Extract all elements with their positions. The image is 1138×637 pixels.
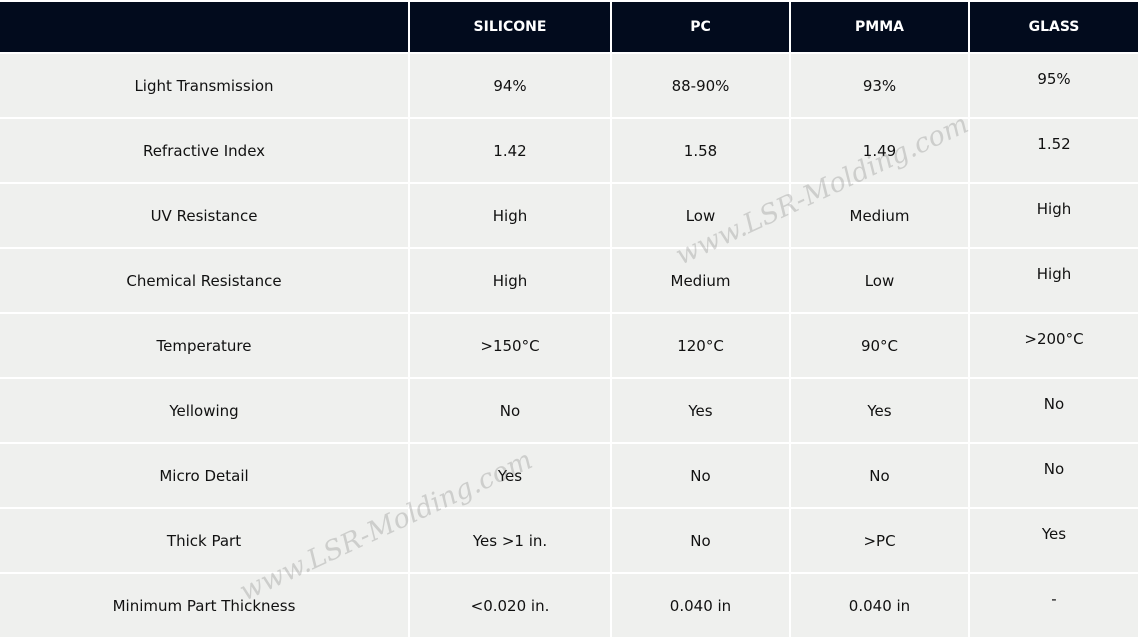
table-cell: High	[970, 184, 1138, 247]
table-cell: 95%	[970, 54, 1138, 117]
header-corner	[0, 2, 408, 52]
row-label: Thick Part	[0, 509, 408, 572]
table-cell: No	[970, 444, 1138, 507]
row-label: UV Resistance	[0, 184, 408, 247]
table-cell: Yes	[410, 444, 610, 507]
table-cell: Yes	[612, 379, 789, 442]
table-cell: >200°C	[970, 314, 1138, 377]
table-cell: Low	[791, 249, 968, 312]
table-cell: Medium	[612, 249, 789, 312]
table-cell: No	[410, 379, 610, 442]
column-header: PC	[612, 2, 789, 52]
table-cell: -	[970, 574, 1138, 637]
row-label: Light Transmission	[0, 54, 408, 117]
table-cell: >150°C	[410, 314, 610, 377]
table-cell: 1.49	[791, 119, 968, 182]
row-label: Yellowing	[0, 379, 408, 442]
table-cell: Medium	[791, 184, 968, 247]
column-header: GLASS	[970, 2, 1138, 52]
table-cell: <0.020 in.	[410, 574, 610, 637]
table-cell: Yes	[791, 379, 968, 442]
table-cell: >PC	[791, 509, 968, 572]
table-cell: No	[970, 379, 1138, 442]
table-cell: 90°C	[791, 314, 968, 377]
table-cell: 1.52	[970, 119, 1138, 182]
column-header: PMMA	[791, 2, 968, 52]
row-label: Temperature	[0, 314, 408, 377]
table-cell: No	[612, 444, 789, 507]
table-cell: 0.040 in	[791, 574, 968, 637]
table-cell: Yes	[970, 509, 1138, 572]
table-cell: No	[791, 444, 968, 507]
table-cell: No	[612, 509, 789, 572]
table-cell: 1.42	[410, 119, 610, 182]
table-cell: 88-90%	[612, 54, 789, 117]
row-label: Refractive Index	[0, 119, 408, 182]
row-label: Chemical Resistance	[0, 249, 408, 312]
table-cell: High	[410, 184, 610, 247]
table-cell: Low	[612, 184, 789, 247]
table-cell: 1.58	[612, 119, 789, 182]
table-cell: High	[970, 249, 1138, 312]
table-cell: Yes >1 in.	[410, 509, 610, 572]
table-cell: 120°C	[612, 314, 789, 377]
table-cell: High	[410, 249, 610, 312]
table-cell: 93%	[791, 54, 968, 117]
row-label: Minimum Part Thickness	[0, 574, 408, 637]
column-header: SILICONE	[410, 2, 610, 52]
row-label: Micro Detail	[0, 444, 408, 507]
table-cell: 94%	[410, 54, 610, 117]
table-cell: 0.040 in	[612, 574, 789, 637]
